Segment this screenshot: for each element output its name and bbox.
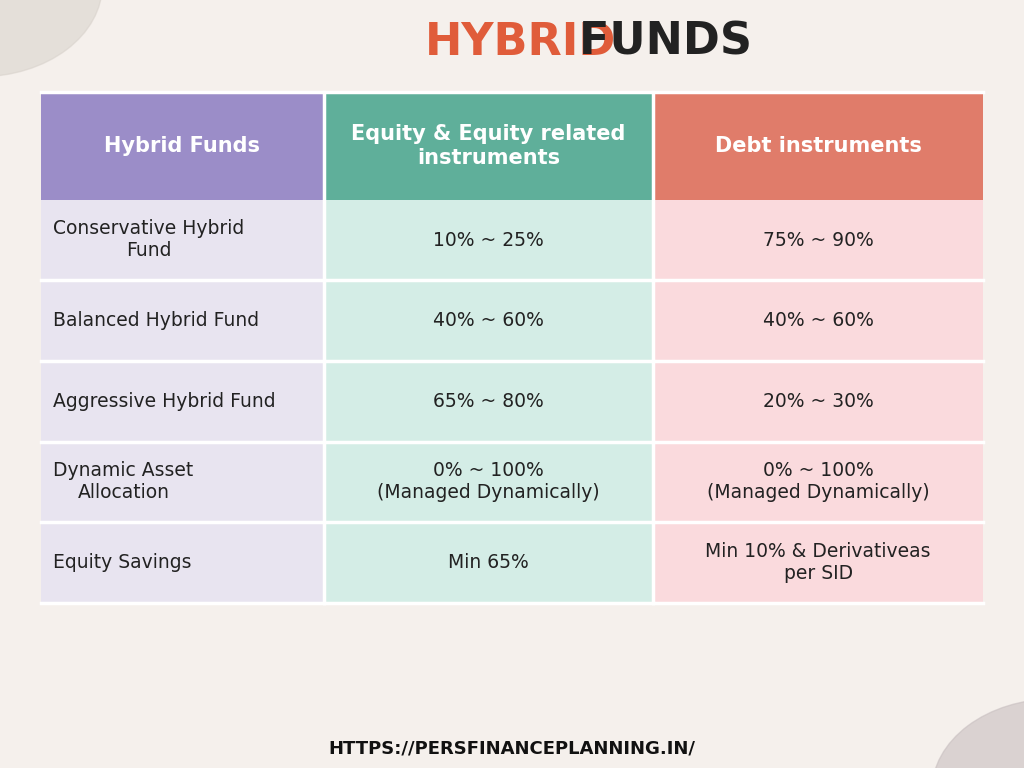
FancyBboxPatch shape [324,280,653,361]
Text: 0% ~ 100%
(Managed Dynamically): 0% ~ 100% (Managed Dynamically) [707,462,930,502]
Text: 40% ~ 60%: 40% ~ 60% [433,311,544,330]
Text: Conservative Hybrid
Fund: Conservative Hybrid Fund [53,220,245,260]
Text: Aggressive Hybrid Fund: Aggressive Hybrid Fund [53,392,275,411]
FancyBboxPatch shape [653,361,983,442]
Text: FUNDS: FUNDS [548,21,752,64]
FancyBboxPatch shape [324,92,653,200]
FancyBboxPatch shape [324,442,653,522]
FancyBboxPatch shape [324,361,653,442]
Text: 0% ~ 100%
(Managed Dynamically): 0% ~ 100% (Managed Dynamically) [377,462,600,502]
Text: Debt instruments: Debt instruments [715,136,922,156]
FancyBboxPatch shape [653,92,983,200]
Text: 65% ~ 80%: 65% ~ 80% [433,392,544,411]
Text: Balanced Hybrid Fund: Balanced Hybrid Fund [53,311,259,330]
FancyBboxPatch shape [324,522,653,603]
FancyBboxPatch shape [41,361,324,442]
FancyBboxPatch shape [41,280,324,361]
Text: 10% ~ 25%: 10% ~ 25% [433,230,544,250]
FancyBboxPatch shape [653,522,983,603]
FancyBboxPatch shape [324,200,653,280]
FancyBboxPatch shape [41,92,324,200]
Text: Min 65%: Min 65% [449,553,528,572]
FancyBboxPatch shape [653,442,983,522]
Text: Dynamic Asset
Allocation: Dynamic Asset Allocation [53,462,194,502]
Text: 40% ~ 60%: 40% ~ 60% [763,311,873,330]
Text: Equity & Equity related
instruments: Equity & Equity related instruments [351,124,626,167]
FancyBboxPatch shape [653,280,983,361]
Text: 75% ~ 90%: 75% ~ 90% [763,230,873,250]
FancyBboxPatch shape [653,200,983,280]
FancyBboxPatch shape [41,442,324,522]
Text: 20% ~ 30%: 20% ~ 30% [763,392,873,411]
FancyBboxPatch shape [41,200,324,280]
Circle shape [932,699,1024,768]
FancyBboxPatch shape [41,522,324,603]
Text: Min 10% & Derivativeas
per SID: Min 10% & Derivativeas per SID [706,542,931,583]
Circle shape [0,0,102,77]
Text: HTTPS://PERSFINANCEPLANNING.IN/: HTTPS://PERSFINANCEPLANNING.IN/ [329,740,695,758]
Text: Hybrid Funds: Hybrid Funds [104,136,260,156]
Text: Equity Savings: Equity Savings [53,553,191,572]
Text: HYBRID: HYBRID [425,21,616,64]
